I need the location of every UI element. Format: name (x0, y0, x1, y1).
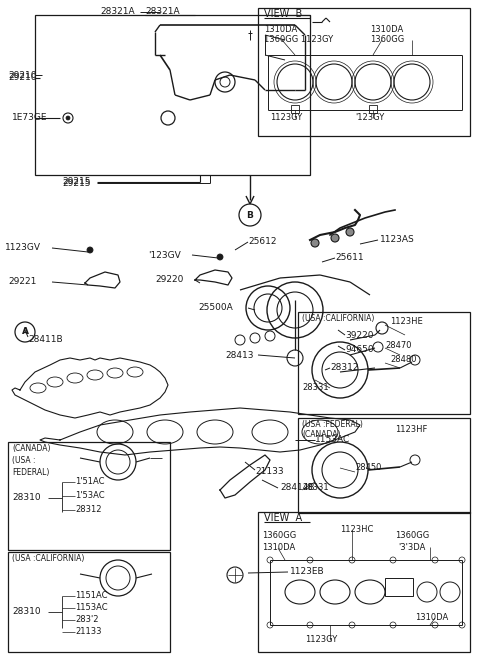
Text: 1123AS: 1123AS (380, 235, 415, 244)
Text: 1310DA: 1310DA (264, 26, 297, 35)
Text: 1153AC: 1153AC (315, 436, 350, 445)
Text: (USA :FEDERAL): (USA :FEDERAL) (302, 420, 363, 428)
Text: 1360GG: 1360GG (262, 530, 296, 539)
Text: (CANADA): (CANADA) (302, 430, 340, 438)
Text: '3'3DA: '3'3DA (398, 543, 425, 551)
Text: 29220: 29220 (155, 275, 183, 284)
Text: 1360GG: 1360GG (370, 35, 404, 45)
Text: 1123EB: 1123EB (290, 568, 324, 576)
Bar (385, 578, 413, 596)
Text: 1123HC: 1123HC (340, 526, 373, 535)
Circle shape (311, 239, 319, 247)
Text: VIEW  A: VIEW A (264, 513, 302, 523)
Circle shape (217, 254, 223, 260)
Text: 1123HF: 1123HF (395, 426, 427, 434)
Bar (8, 552, 170, 652)
Text: VIEW  B: VIEW B (264, 9, 302, 19)
Bar (258, 8, 470, 136)
Text: 1360GG: 1360GG (395, 530, 429, 539)
Text: '123GY: '123GY (355, 114, 384, 122)
Text: 25611: 25611 (335, 254, 364, 263)
Text: 28413: 28413 (225, 350, 253, 359)
Circle shape (87, 247, 93, 253)
Bar (298, 418, 470, 513)
Text: B: B (247, 210, 253, 219)
Text: 28310: 28310 (12, 608, 41, 616)
Text: 28331: 28331 (302, 384, 329, 392)
Text: 1123GY: 1123GY (305, 635, 337, 645)
Text: 29215: 29215 (62, 177, 91, 187)
Text: (CANADA): (CANADA) (12, 443, 50, 453)
Text: 1123HE: 1123HE (390, 317, 423, 327)
Text: 1153AC: 1153AC (75, 604, 108, 612)
Text: 29221: 29221 (8, 277, 36, 286)
Text: 1'53AC: 1'53AC (75, 491, 105, 501)
Text: 1310DA: 1310DA (415, 614, 448, 622)
Text: 1123GY: 1123GY (270, 114, 302, 122)
Bar (291, 105, 299, 113)
Circle shape (346, 228, 354, 236)
Text: 29210: 29210 (8, 74, 36, 83)
Text: 1151AC: 1151AC (75, 591, 108, 600)
Bar (8, 442, 170, 550)
Text: (USA :CALIFORNIA): (USA :CALIFORNIA) (302, 313, 374, 323)
Text: 28411B: 28411B (28, 336, 62, 344)
Circle shape (331, 234, 339, 242)
Text: 25500A: 25500A (198, 304, 233, 313)
Text: 28310: 28310 (12, 493, 41, 503)
Text: 28331: 28331 (302, 484, 329, 493)
Text: '123GV: '123GV (148, 250, 181, 260)
Text: 1310DA: 1310DA (262, 543, 295, 551)
Text: 28321A: 28321A (145, 7, 180, 16)
Text: 39220: 39220 (345, 330, 373, 340)
Text: 1'51AC: 1'51AC (75, 478, 105, 486)
Text: 28470: 28470 (385, 340, 411, 350)
Text: 1E73GE: 1E73GE (12, 114, 48, 122)
Text: 1310DA: 1310DA (370, 26, 403, 35)
Text: 29210: 29210 (8, 70, 36, 79)
Text: 28321A: 28321A (100, 7, 134, 16)
Text: A: A (22, 327, 28, 336)
Text: 1123GV: 1123GV (5, 244, 41, 252)
Text: 21133: 21133 (75, 627, 101, 637)
Bar (298, 312, 470, 414)
Text: 28480: 28480 (390, 355, 417, 365)
Text: 28414B: 28414B (280, 484, 314, 493)
Text: 28450: 28450 (355, 463, 382, 472)
Text: 28312: 28312 (330, 363, 359, 373)
Text: 28312: 28312 (75, 505, 101, 514)
Bar (35, 15, 310, 175)
Text: FEDERAL): FEDERAL) (12, 468, 49, 476)
Text: 29215: 29215 (62, 179, 91, 187)
Bar (258, 512, 470, 652)
Text: 21133: 21133 (255, 468, 284, 476)
Text: 25612: 25612 (248, 237, 276, 246)
Circle shape (66, 116, 70, 120)
Bar (369, 105, 377, 113)
Text: (USA :CALIFORNIA): (USA :CALIFORNIA) (12, 553, 84, 562)
Text: 94650: 94650 (345, 346, 373, 355)
Text: 1360GG 1123GY: 1360GG 1123GY (264, 35, 333, 45)
Text: 283'2: 283'2 (75, 616, 98, 625)
Text: (USA :: (USA : (12, 455, 36, 464)
